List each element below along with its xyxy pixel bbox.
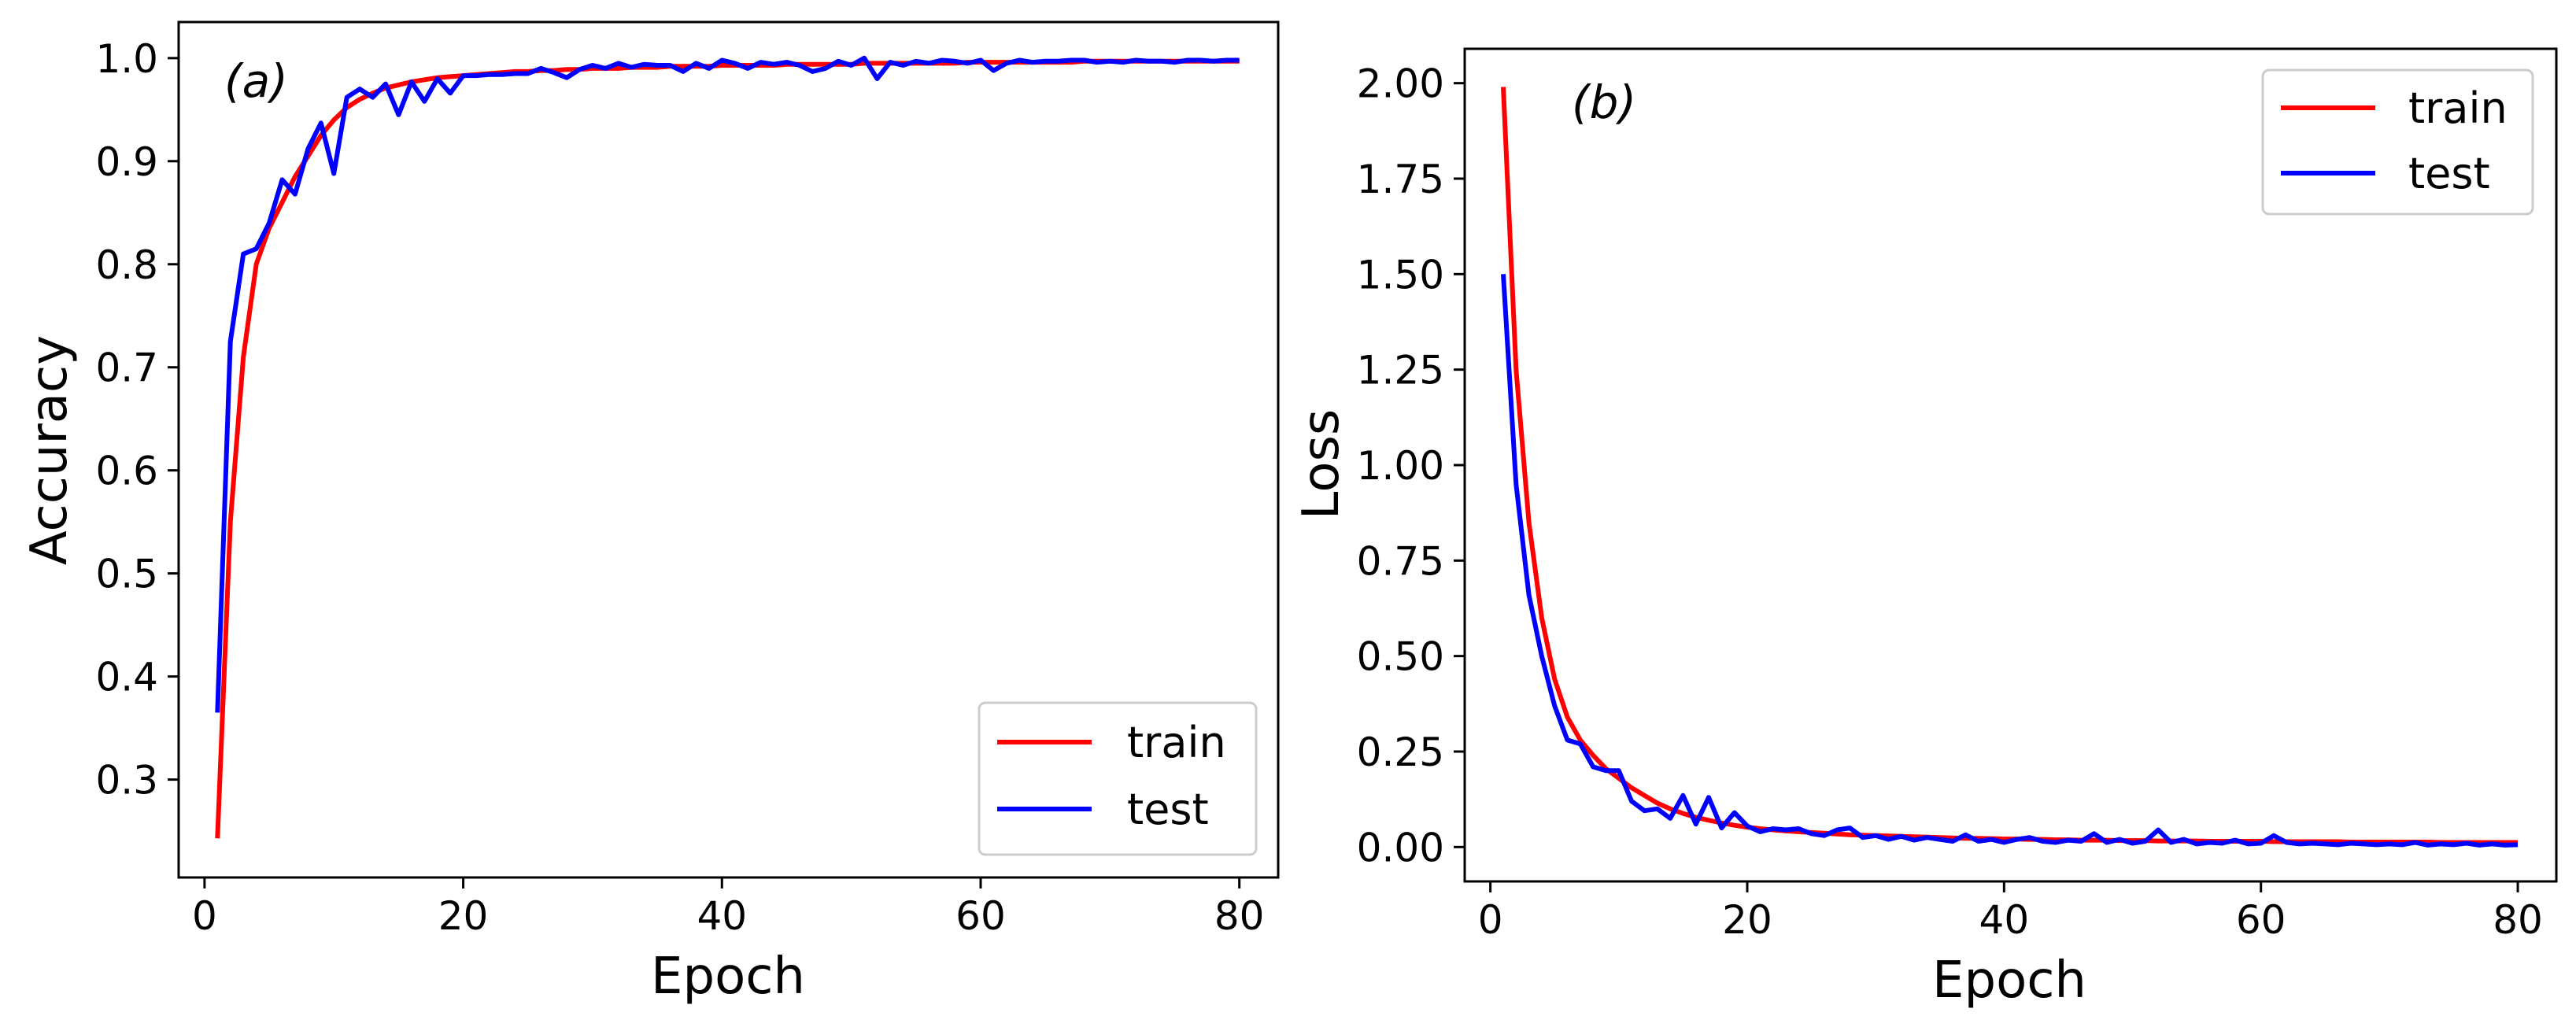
accuracy-y-tick-label: 0.3 [95,758,158,803]
accuracy-y-tick-label: 0.9 [95,139,158,185]
loss-y-tick-label: 0.00 [1357,825,1444,870]
loss-panel: 0 20 40 60 80 0.00 0.25 0.50 0.75 1.00 1.25 1.50 1.… [1292,47,2558,1010]
accuracy-y-ticks: 0.3 0.4 0.5 0.6 0.7 0.8 0.9 1.0 [95,36,179,803]
loss-x-tick-label: 80 [2493,897,2543,943]
accuracy-x-axis-label: Epoch [651,948,805,1006]
loss-legend-test-label: test [2408,149,2490,198]
loss-x-tick-label: 60 [2236,897,2286,943]
loss-y-tick-label: 0.50 [1357,634,1444,680]
accuracy-x-tick-label: 0 [192,893,217,939]
loss-x-axis-label: Epoch [1932,951,2086,1010]
accuracy-x-tick-label: 20 [438,893,489,939]
accuracy-x-ticks: 0 20 40 60 80 [192,877,1265,939]
accuracy-legend-train-label: train [1127,718,1226,767]
loss-test-line [1501,274,2519,848]
accuracy-x-tick-label: 40 [697,893,747,939]
loss-y-tick-label: 2.00 [1357,61,1444,107]
accuracy-legend: train test [978,701,1258,856]
loss-y-tick-label: 0.25 [1357,730,1444,775]
loss-x-tick-label: 0 [1478,897,1503,943]
accuracy-x-tick-label: 60 [955,893,1006,939]
loss-x-ticks: 0 20 40 60 80 [1478,881,2543,943]
loss-x-tick-label: 40 [1979,897,2030,943]
accuracy-y-tick-label: 0.6 [95,449,158,494]
accuracy-axes-frame [177,20,1280,879]
loss-y-tick-label: 1.25 [1357,348,1444,393]
accuracy-y-tick-label: 0.7 [95,345,158,391]
accuracy-y-tick-label: 0.4 [95,655,158,700]
loss-legend-train-label: train [2408,83,2508,133]
accuracy-panel: 0 20 40 60 80 0.3 0.4 0.5 0.6 0.7 0.8 0.9 1.0 (a) E… [20,20,1280,1006]
accuracy-legend-test-label: test [1127,785,1209,834]
accuracy-y-tick-label: 1.0 [95,36,158,82]
loss-x-tick-label: 20 [1722,897,1772,943]
loss-y-tick-label: 1.00 [1357,443,1444,489]
loss-y-tick-label: 1.50 [1357,252,1444,297]
accuracy-y-tick-label: 0.5 [95,552,158,597]
loss-panel-label: (b) [1572,76,1636,129]
accuracy-x-tick-label: 80 [1214,893,1265,939]
accuracy-y-tick-label: 0.8 [95,242,158,288]
loss-legend: train test [2261,68,2534,216]
loss-y-tick-label: 1.75 [1357,157,1444,202]
accuracy-y-axis-label: Accuracy [20,335,79,565]
loss-y-axis-label: Loss [1292,409,1351,519]
loss-y-ticks: 0.00 0.25 0.50 0.75 1.00 1.25 1.50 1.75 2.00 [1357,61,1465,870]
accuracy-panel-label: (a) [224,54,288,108]
loss-y-tick-label: 0.75 [1357,538,1444,584]
accuracy-test-line [215,55,1240,713]
